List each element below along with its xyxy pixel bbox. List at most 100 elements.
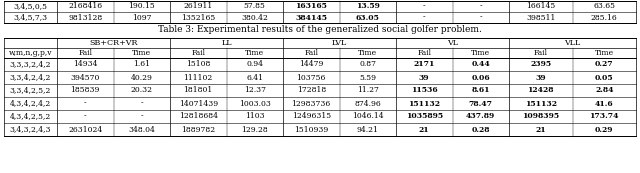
Text: LVL: LVL: [332, 39, 347, 47]
Text: 63.65: 63.65: [593, 2, 615, 11]
Text: Fail: Fail: [78, 49, 92, 57]
Text: 11536: 11536: [411, 86, 438, 94]
Text: 13.59: 13.59: [356, 2, 380, 11]
Text: 348.04: 348.04: [128, 125, 155, 134]
Text: 15108: 15108: [186, 61, 211, 69]
Text: 394570: 394570: [70, 74, 100, 81]
Text: 2395: 2395: [530, 61, 551, 69]
Text: w,m,n,g,p,v: w,m,n,g,p,v: [9, 49, 52, 57]
Text: VLL: VLL: [564, 39, 580, 47]
Text: 11.27: 11.27: [357, 86, 379, 94]
Text: 14071439: 14071439: [179, 99, 218, 107]
Text: 261911: 261911: [184, 2, 213, 11]
Text: 14934: 14934: [73, 61, 97, 69]
Text: 21: 21: [536, 125, 546, 134]
Text: 2168416: 2168416: [68, 2, 102, 11]
Text: 151132: 151132: [525, 99, 557, 107]
Text: 63.05: 63.05: [356, 13, 380, 21]
Text: 12496315: 12496315: [292, 112, 331, 121]
Text: VL: VL: [447, 39, 458, 47]
Text: 39: 39: [419, 74, 429, 81]
Text: 3,4,3,2,4,3: 3,4,3,2,4,3: [10, 125, 51, 134]
Text: 14479: 14479: [299, 61, 323, 69]
Text: 151132: 151132: [408, 99, 440, 107]
Text: 2171: 2171: [413, 61, 435, 69]
Text: 0.27: 0.27: [595, 61, 614, 69]
Text: 1889782: 1889782: [181, 125, 215, 134]
Text: 380.42: 380.42: [241, 13, 268, 21]
Text: 39: 39: [536, 74, 546, 81]
Text: 4,3,4,2,5,2: 4,3,4,2,5,2: [10, 112, 51, 121]
Text: SB+CR+VR: SB+CR+VR: [89, 39, 138, 47]
Text: Time: Time: [471, 49, 490, 57]
Text: 163165: 163165: [295, 2, 327, 11]
Text: 398511: 398511: [526, 13, 556, 21]
Text: 3,4,5,0,5: 3,4,5,0,5: [13, 2, 47, 11]
Text: 437.89: 437.89: [466, 112, 495, 121]
Text: 1352165: 1352165: [181, 13, 216, 21]
Text: 1103: 1103: [245, 112, 264, 121]
Text: 57.85: 57.85: [244, 2, 266, 11]
Text: 1510939: 1510939: [294, 125, 328, 134]
Text: -: -: [479, 2, 482, 11]
Text: 12.37: 12.37: [244, 86, 266, 94]
Text: 3,3,4,2,5,2: 3,3,4,2,5,2: [10, 86, 51, 94]
Text: 78.47: 78.47: [468, 99, 493, 107]
Text: Fail: Fail: [417, 49, 431, 57]
Text: 3,3,3,2,4,2: 3,3,3,2,4,2: [10, 61, 51, 69]
Text: 173.74: 173.74: [589, 112, 619, 121]
Text: 166145: 166145: [526, 2, 556, 11]
Text: 190.15: 190.15: [129, 2, 155, 11]
Text: Fail: Fail: [534, 49, 548, 57]
Text: Time: Time: [595, 49, 614, 57]
Text: Fail: Fail: [304, 49, 318, 57]
Text: -: -: [423, 13, 426, 21]
Text: 185839: 185839: [70, 86, 100, 94]
Text: 3,3,4,2,4,2: 3,3,4,2,4,2: [10, 74, 51, 81]
Text: Table 3: Experimental results of the generalized social golfer problem.: Table 3: Experimental results of the gen…: [158, 25, 482, 34]
Text: 874.96: 874.96: [355, 99, 381, 107]
Text: 9813128: 9813128: [68, 13, 102, 21]
Text: -: -: [479, 13, 482, 21]
Text: 1098395: 1098395: [522, 112, 559, 121]
Text: 0.94: 0.94: [246, 61, 263, 69]
Text: 384145: 384145: [295, 13, 327, 21]
Text: -: -: [423, 2, 426, 11]
Text: 103756: 103756: [296, 74, 326, 81]
Text: 1003.03: 1003.03: [239, 99, 271, 107]
Text: Fail: Fail: [191, 49, 205, 57]
Text: 2.84: 2.84: [595, 86, 614, 94]
Text: 4,3,4,2,4,2: 4,3,4,2,4,2: [10, 99, 51, 107]
Text: 285.16: 285.16: [591, 13, 618, 21]
Text: 41.6: 41.6: [595, 99, 614, 107]
Text: 6.41: 6.41: [246, 74, 263, 81]
Text: 2631024: 2631024: [68, 125, 102, 134]
Text: 21: 21: [419, 125, 429, 134]
Text: 20.32: 20.32: [131, 86, 153, 94]
Text: 1.61: 1.61: [133, 61, 150, 69]
Text: 1097: 1097: [132, 13, 152, 21]
Text: 111102: 111102: [184, 74, 213, 81]
Text: -: -: [84, 112, 86, 121]
Text: 0.87: 0.87: [359, 61, 376, 69]
Text: Time: Time: [245, 49, 264, 57]
Text: 40.29: 40.29: [131, 74, 153, 81]
Text: 12818684: 12818684: [179, 112, 218, 121]
Text: 12983736: 12983736: [292, 99, 331, 107]
Text: 172818: 172818: [296, 86, 326, 94]
Text: 0.29: 0.29: [595, 125, 614, 134]
Text: 8.61: 8.61: [472, 86, 490, 94]
Text: -: -: [140, 112, 143, 121]
Text: Time: Time: [358, 49, 378, 57]
Text: 0.06: 0.06: [472, 74, 490, 81]
Text: 129.28: 129.28: [241, 125, 268, 134]
Text: 94.21: 94.21: [357, 125, 379, 134]
Text: 0.28: 0.28: [472, 125, 490, 134]
Text: 5.59: 5.59: [359, 74, 376, 81]
Text: 0.44: 0.44: [472, 61, 490, 69]
Text: 1035895: 1035895: [406, 112, 443, 121]
Text: LL: LL: [221, 39, 232, 47]
Text: 181801: 181801: [184, 86, 213, 94]
Text: 1046.14: 1046.14: [352, 112, 383, 121]
Text: -: -: [84, 99, 86, 107]
